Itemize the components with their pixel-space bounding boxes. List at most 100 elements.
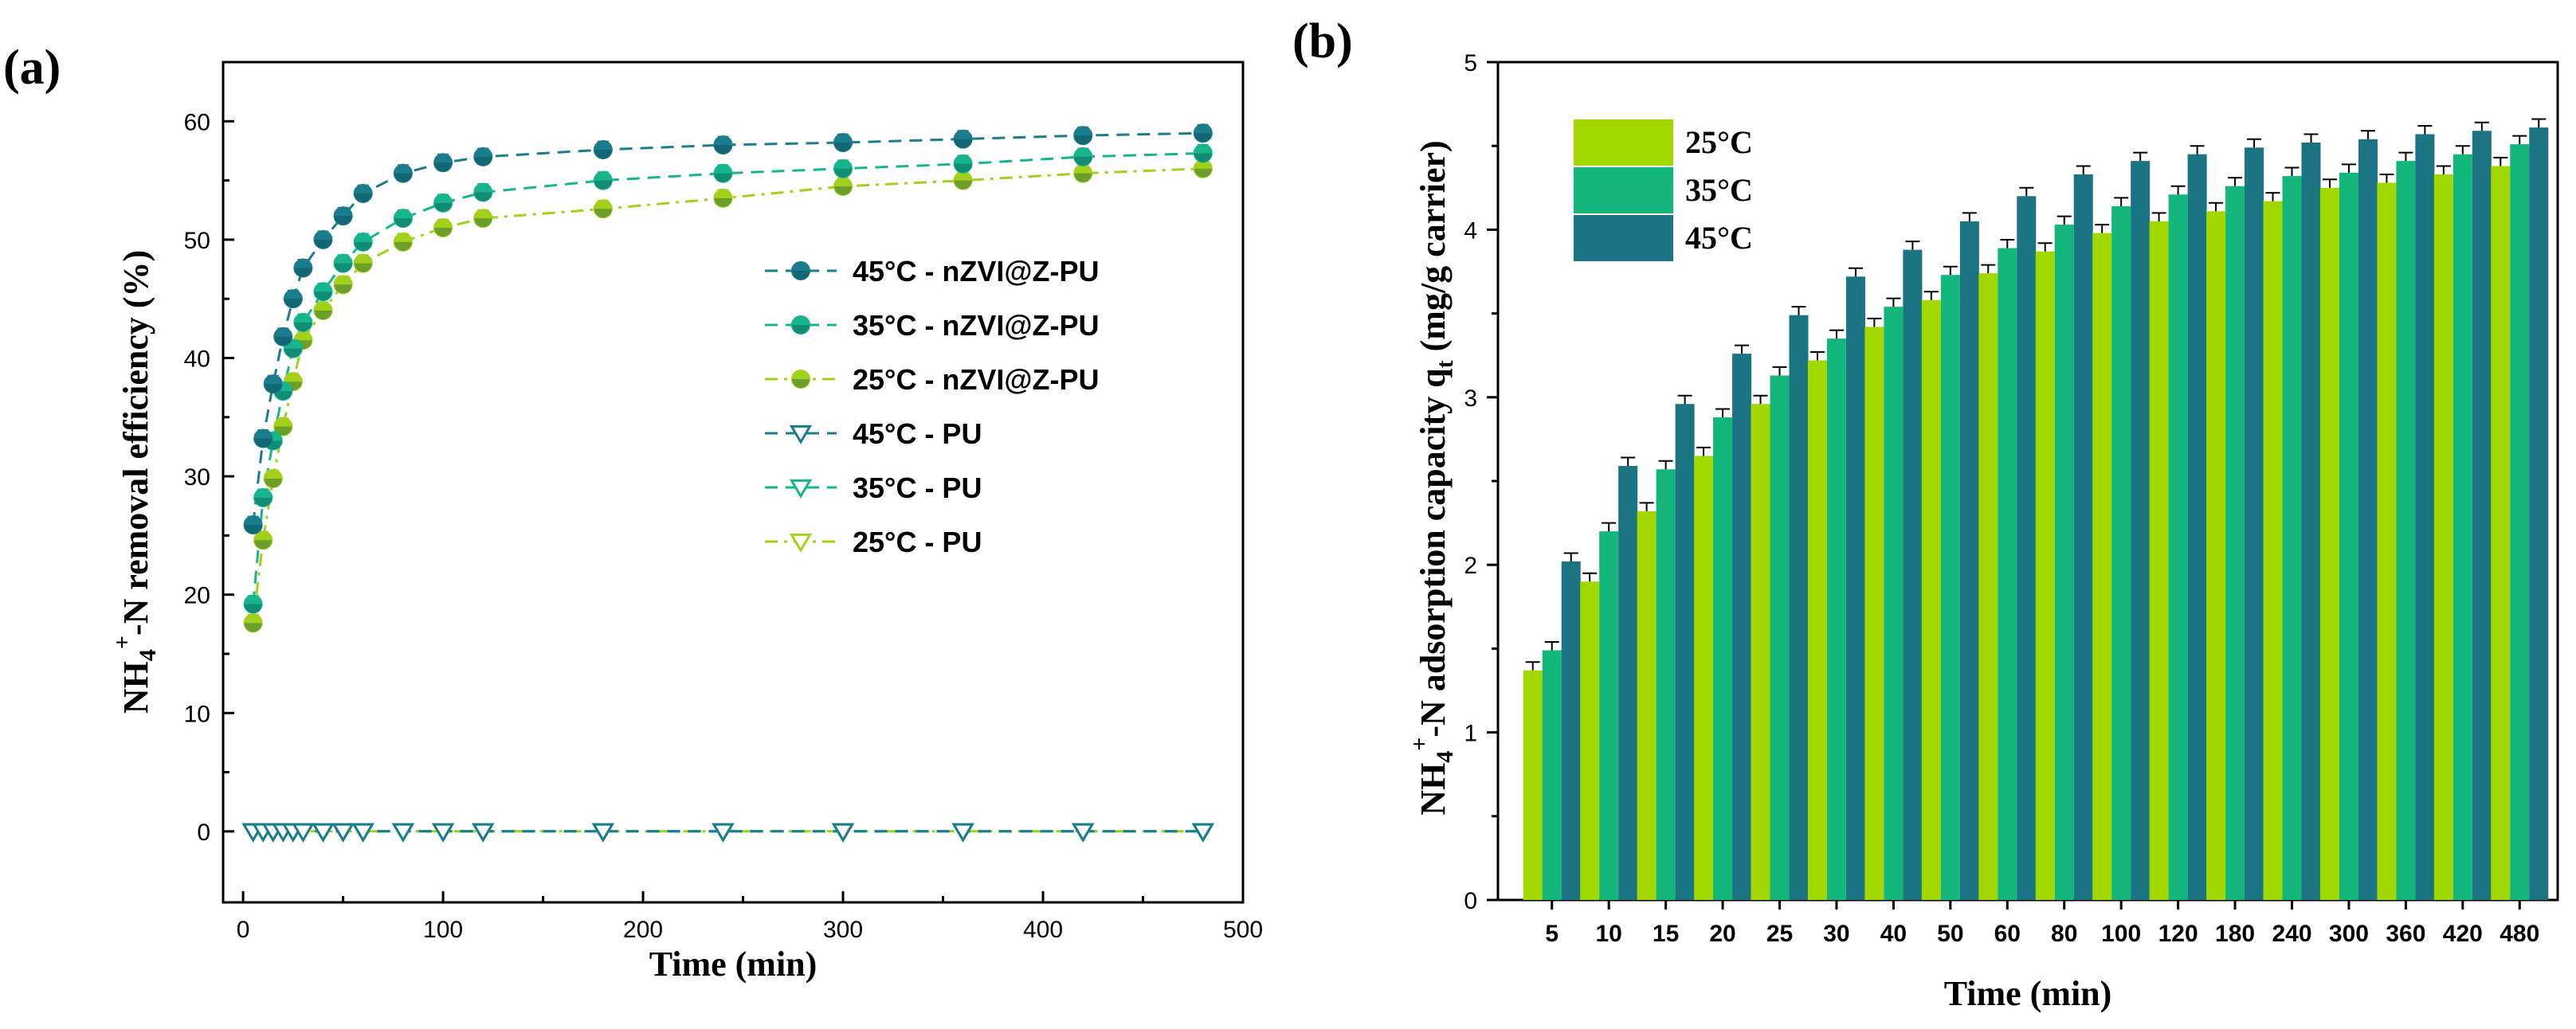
panel-a-data-point	[593, 139, 613, 159]
panel-a-legend-label: 45°C - nZVI@Z-PU	[853, 255, 1100, 288]
panel-a-y-tick-label: 40	[184, 346, 210, 372]
panel-b-bar	[1751, 404, 1770, 900]
panel-a-data-point	[1073, 147, 1093, 166]
panel-b-y-tick-label: 2	[1464, 553, 1477, 579]
panel-b-x-tick-label: 480	[2500, 921, 2539, 947]
panel-b-bar	[2319, 187, 2339, 901]
panel-a-data-point	[293, 258, 313, 278]
panel-a-y-tick-label: 30	[184, 464, 210, 491]
panel-b-bar	[2339, 172, 2358, 900]
panel-b-x-axis-label: Time (min)	[1944, 974, 2112, 1013]
panel-a-data-point	[253, 428, 273, 448]
panel-b-x-tick-label: 25	[1766, 921, 1793, 947]
panel-b-bar	[2415, 134, 2435, 901]
panel-b-x-tick-label: 360	[2386, 921, 2425, 947]
panel-a-data-point	[953, 154, 973, 174]
panel-a-data-point	[713, 188, 733, 208]
panel-a-legend: 45°C - nZVI@Z-PU 35°C - nZVI@Z-PU 25°C - n…	[765, 255, 1100, 558]
panel-b-x-tick-label: 80	[2051, 921, 2077, 947]
panel-a-data-point	[1073, 163, 1093, 183]
panel-b-bar	[2111, 205, 2131, 901]
panel-b-bar	[1580, 581, 1600, 900]
panel-a-data-point	[473, 147, 493, 166]
panel-b-bar	[2054, 225, 2074, 900]
panel-b-bar	[2245, 147, 2264, 900]
panel-a-data-point	[953, 129, 973, 149]
panel-a-data-point	[391, 823, 415, 843]
panel-b-x-tick-label: 240	[2272, 921, 2311, 947]
panel-b-y-tick-label: 5	[1464, 50, 1477, 76]
panel-a-data-point	[951, 823, 974, 843]
panel-b-x-tick-label: 180	[2215, 921, 2255, 947]
panel-b-bar	[2073, 174, 2093, 900]
panel-b-x-tick-label: 100	[2101, 921, 2141, 947]
panel-b-bar	[2452, 154, 2472, 901]
panel-b-bar	[1656, 469, 1676, 900]
panel-b-legend-item: 25°C	[1574, 119, 1753, 166]
panel-b-x-tick-label: 40	[1880, 921, 1907, 947]
panel-a-label: (a)	[3, 41, 61, 95]
panel-a-x-axis-label: Time (min)	[649, 945, 817, 984]
panel-a-series-line	[252, 167, 1203, 624]
panel-a-data-point	[831, 823, 855, 843]
panel-a-data-point	[433, 218, 453, 238]
panel-b-legend-label: 45°C	[1685, 220, 1753, 256]
panel-a-data-point	[313, 229, 333, 249]
panel-a-y-axis-label: NH4+-N removal efficiency (%)	[109, 250, 161, 714]
panel-a-data-point	[312, 823, 335, 843]
panel-b-bar	[1561, 561, 1581, 900]
panel-a-y-tick-label: 0	[197, 820, 210, 846]
panel-b-bar	[2529, 127, 2549, 900]
panel-b-bar	[2510, 144, 2530, 900]
panel-b-bar	[2225, 186, 2245, 901]
panel-a-data-point	[273, 327, 293, 346]
panel-a-data-point	[789, 533, 813, 553]
panel-b-bar	[2263, 201, 2283, 900]
panel-b-x-tick-label: 120	[2158, 921, 2198, 947]
panel-a-x-tick-label: 400	[1023, 917, 1063, 943]
panel-b-bar	[1826, 338, 1846, 900]
panel-a-data-point	[393, 232, 413, 252]
panel-b-bar	[1921, 299, 1941, 900]
panel-a-legend-label: 25°C - nZVI@Z-PU	[853, 363, 1100, 396]
panel-b-bar	[1940, 275, 1960, 900]
panel-b-bar	[2472, 131, 2492, 900]
panel-a-data-point	[473, 182, 493, 202]
panel-b-bar	[2168, 194, 2188, 900]
panel-b-x-tick-label: 15	[1653, 921, 1679, 947]
panel-b-bar	[1845, 276, 1865, 900]
panel-a-data-point	[333, 253, 353, 273]
panel-b-bar-chart: (b) 0 1 2 3 4 5 5 10 15 20 25 30 40 50 60 80 100 120 180 24…	[1292, 14, 2559, 1013]
panel-b-bar	[1637, 511, 1657, 900]
panel-b-bar	[1618, 466, 1638, 900]
panel-a-legend-item: 45°C - nZVI@Z-PU	[765, 255, 1100, 288]
panel-b-bar	[2035, 251, 2055, 900]
panel-a-data-point	[351, 823, 374, 843]
panel-a-data-point	[1193, 143, 1213, 163]
panel-a-data-point	[393, 209, 413, 229]
panel-a-legend-item: 35°C - PU	[765, 471, 982, 504]
panel-b-x-tick-label: 60	[1994, 921, 2021, 947]
panel-b-bar	[2433, 174, 2453, 900]
panel-b-legend-swatch	[1574, 215, 1673, 261]
panel-a-data-point	[353, 183, 373, 203]
panel-a-data-point	[313, 301, 333, 321]
panel-b-x-tick-label: 5	[1545, 921, 1559, 947]
panel-a-legend-label: 35°C - PU	[853, 471, 982, 504]
panel-a-y-tick-label: 20	[184, 583, 210, 609]
panel-a-data-point	[833, 158, 853, 178]
panel-b-bar	[2131, 161, 2151, 901]
panel-b-x-tick-label: 10	[1595, 921, 1621, 947]
panel-a-x-tick-label: 300	[823, 917, 863, 943]
panel-a-data-point	[292, 823, 315, 843]
panel-b-bar	[1807, 360, 1827, 901]
panel-a-data-point	[243, 594, 263, 614]
panel-b-bar	[2301, 142, 2321, 900]
panel-b-y-tick-label: 4	[1464, 217, 1477, 244]
panel-a-data-point	[273, 417, 293, 436]
panel-b-x-tick-label: 30	[1823, 921, 1849, 947]
panel-a-y-tick-label: 10	[184, 701, 210, 727]
panel-a-data-point	[333, 275, 353, 295]
panel-b-bar	[2017, 196, 2037, 900]
